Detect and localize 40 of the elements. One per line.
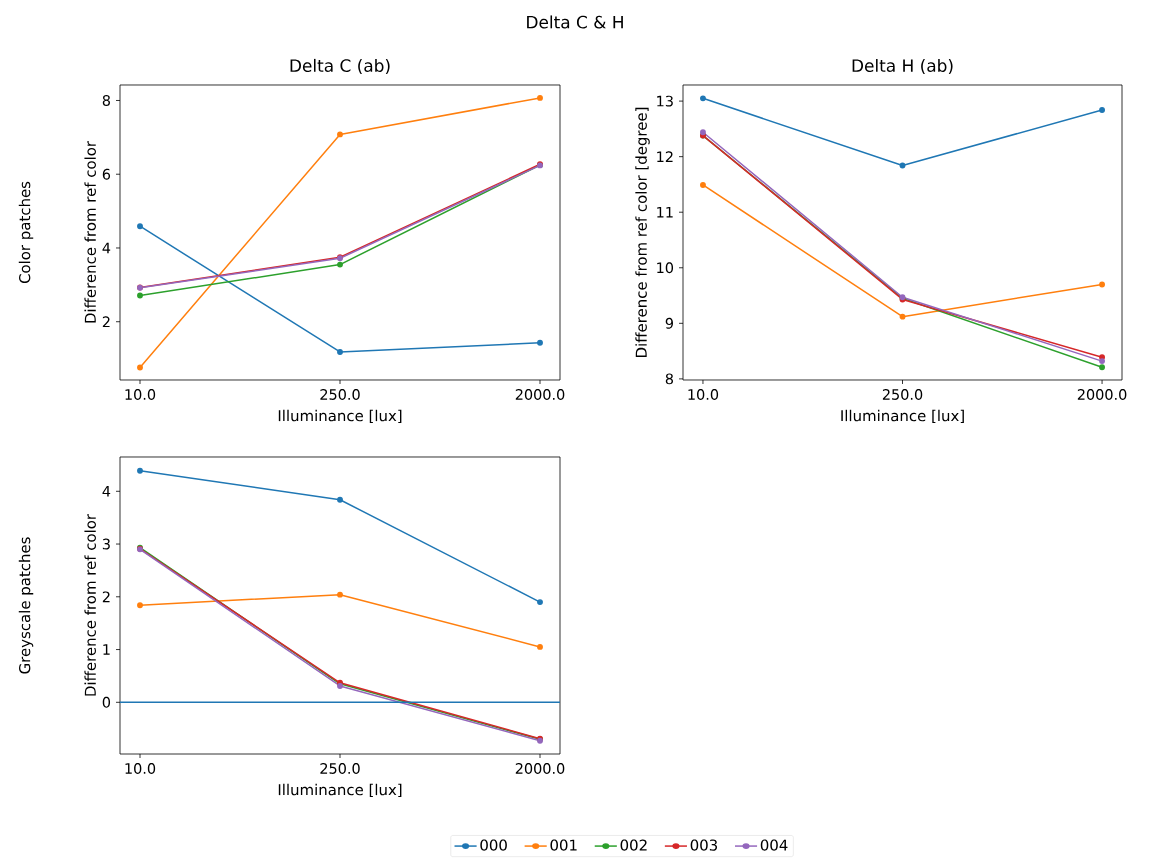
x-tick-label: 2000.0 <box>515 763 565 774</box>
y-axis-title: Difference from ref color <box>84 513 96 696</box>
y-tick-label: 8 <box>102 95 110 106</box>
x-axis-title: Illuminance [lux] <box>278 783 402 798</box>
x-tick-label: 250.0 <box>882 389 923 400</box>
y-tick-label: 1 <box>103 644 110 655</box>
legend-label: 002 <box>620 839 647 851</box>
y-tick-label: 10 <box>657 262 674 274</box>
x-tick-label: 2000.0 <box>515 389 565 400</box>
y-tick-label: 2 <box>102 591 110 603</box>
chart-title: Delta C (ab) <box>290 58 390 74</box>
y-tick-label: 4 <box>102 486 111 497</box>
y-tick-label: 12 <box>657 151 673 163</box>
y-tick-label: 2 <box>102 316 110 328</box>
legend-label: 001 <box>550 839 577 851</box>
x-tick-label: 250.0 <box>320 389 360 400</box>
y-axis-title: Difference from ref color [degree] <box>635 107 650 357</box>
text: Greyscale patches <box>18 537 34 674</box>
y-tick-label: 13 <box>657 95 673 107</box>
text: Delta C & H <box>527 15 623 29</box>
y-tick-label: 3 <box>102 538 110 550</box>
x-tick-label: 10.0 <box>688 389 719 400</box>
y-tick-label: 8 <box>665 373 674 385</box>
legend-label: 003 <box>690 839 718 851</box>
y-axis-title: Difference from ref color <box>84 140 96 323</box>
x-axis-title: Illuminance [lux] <box>278 409 402 424</box>
x-tick-label: 10.0 <box>125 763 156 774</box>
legend-label: 000 <box>480 839 507 851</box>
text: Color patches <box>18 181 34 284</box>
y-tick-label: 4 <box>102 242 111 254</box>
x-tick-label: 2000.0 <box>1077 389 1127 400</box>
y-tick-label: 9 <box>665 317 673 329</box>
legend-label: 004 <box>760 839 788 851</box>
x-tick-label: 250.0 <box>320 763 360 774</box>
y-tick-label: 11 <box>657 206 673 218</box>
x-axis-title: Illuminance [lux] <box>841 409 964 424</box>
y-tick-label: 0 <box>102 696 111 708</box>
chart-title: Delta H (ab) <box>852 58 953 74</box>
y-tick-label: 6 <box>102 168 111 180</box>
x-tick-label: 10.0 <box>125 389 156 400</box>
